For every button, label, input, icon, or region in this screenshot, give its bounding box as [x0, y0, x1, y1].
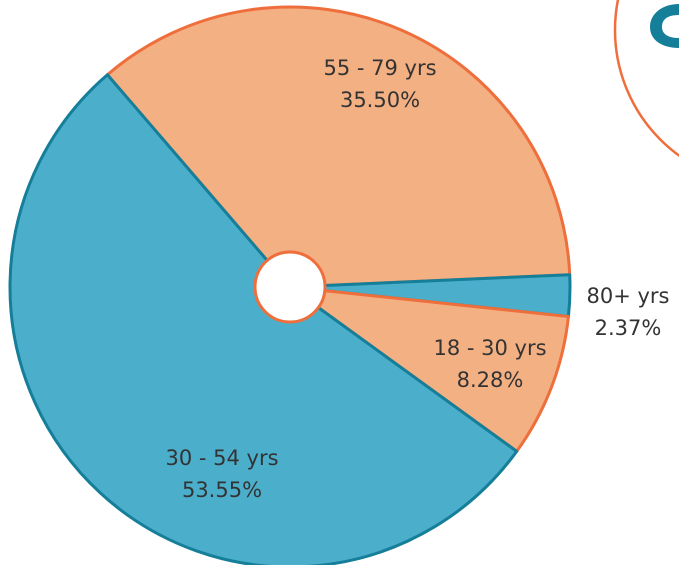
- pie-slice-55-79-yrs: [105, 5, 572, 289]
- partial-badge-decoration: [613, 0, 679, 157]
- slice-value-label: 35.50%: [340, 88, 420, 112]
- slice-category-label: 80+ yrs: [587, 284, 670, 308]
- donut-hole: [253, 250, 327, 324]
- slice-value-label: 2.37%: [595, 316, 662, 340]
- pie-slice-18-30-yrs: [288, 285, 570, 453]
- slice-labels: 55 - 79 yrs 35.50% 80+ yrs 2.37% 18 - 30 yrs…: [165, 56, 669, 502]
- slice-value-label: 8.28%: [457, 368, 524, 392]
- pie-slice-30-54-yrs: [8, 73, 519, 569]
- badge-ring: [613, 0, 679, 157]
- slice-value-label: 53.55%: [182, 478, 262, 502]
- slice-category-label: 30 - 54 yrs: [165, 446, 278, 470]
- slice-category-label: 55 - 79 yrs: [323, 56, 436, 80]
- slice-category-label: 18 - 30 yrs: [433, 336, 546, 360]
- pie-slices: [8, 5, 572, 569]
- badge-glyph: [650, 4, 679, 48]
